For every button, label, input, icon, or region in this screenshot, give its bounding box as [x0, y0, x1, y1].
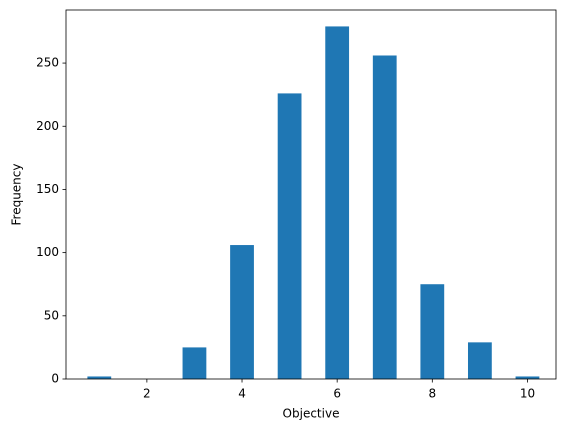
- bar: [515, 376, 540, 379]
- x-tick-label: 2: [143, 387, 151, 401]
- y-tick-label: 200: [36, 119, 59, 133]
- bar: [182, 347, 207, 379]
- bar: [277, 93, 302, 379]
- y-axis-label: Frequency: [10, 164, 24, 226]
- y-tick-label: 250: [36, 56, 59, 70]
- y-tick-label: 50: [44, 308, 59, 322]
- plot-frame: [65, 9, 557, 380]
- bar: [372, 55, 397, 379]
- x-tick-label: 4: [238, 387, 246, 401]
- bar: [230, 245, 254, 379]
- x-tick-label: 8: [428, 387, 436, 401]
- y-tick-label: 0: [51, 372, 59, 386]
- bar: [467, 342, 492, 379]
- bar: [325, 26, 350, 380]
- bar: [87, 376, 112, 379]
- x-axis-label: Objective: [283, 407, 340, 421]
- bar: [420, 284, 445, 379]
- x-tick-label: 6: [333, 387, 341, 401]
- y-tick-label: 150: [36, 182, 59, 196]
- x-tick-label: 10: [520, 387, 535, 401]
- y-tick-label: 100: [36, 245, 59, 259]
